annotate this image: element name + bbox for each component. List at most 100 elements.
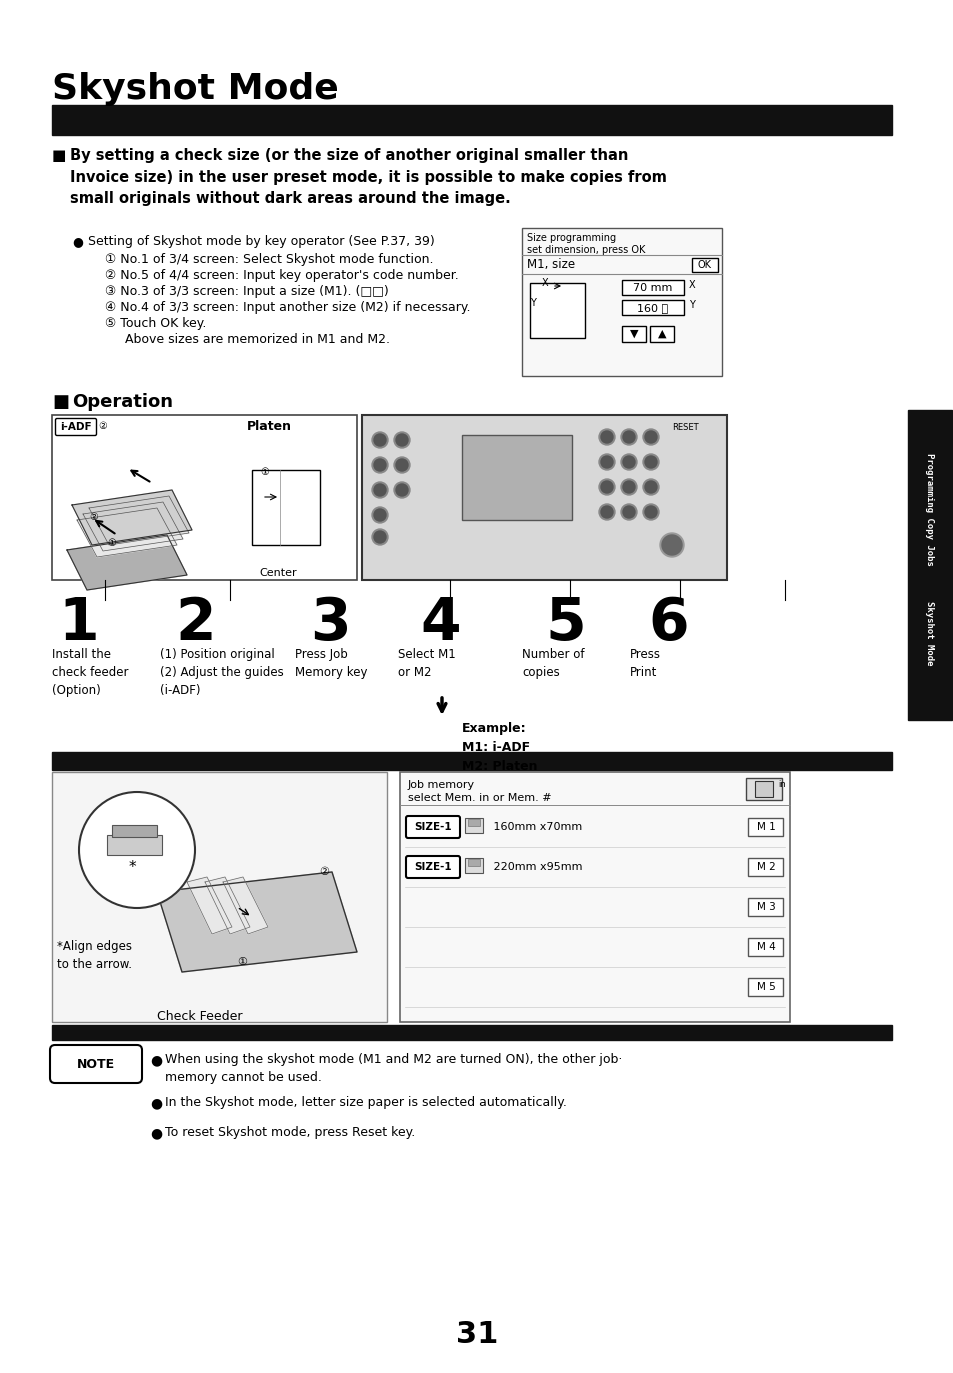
Text: M1, size: M1, size [526,258,575,270]
Text: Above sizes are memorized in M1 and M2.: Above sizes are memorized in M1 and M2. [105,334,390,346]
Bar [745,778,781,800]
Bar [747,938,782,956]
Circle shape [372,482,388,498]
Bar [754,781,772,796]
Text: 70 mm: 70 mm [633,283,672,292]
FancyBboxPatch shape [406,816,459,838]
Bar [52,104,891,135]
Circle shape [642,504,659,520]
Text: M 2: M 2 [756,862,775,872]
Text: To reset Skyshot mode, press Reset key.: To reset Skyshot mode, press Reset key. [165,1126,415,1140]
Text: Install the
check feeder
(Option): Install the check feeder (Option) [52,648,129,697]
Text: OK: OK [698,259,711,270]
Bar [621,280,683,295]
Text: Programming Copy Jobs: Programming Copy Jobs [924,453,934,566]
Text: Number of
copies: Number of copies [521,648,584,680]
Bar [747,898,782,916]
Text: ④ No.4 of 3/3 screen: Input another size (M2) if necessary.: ④ No.4 of 3/3 screen: Input another size… [105,301,470,314]
Text: SIZE-1: SIZE-1 [414,822,452,832]
Circle shape [642,428,659,445]
Bar [52,772,387,1022]
Text: Platen: Platen [247,420,292,432]
Circle shape [622,481,635,493]
Bar [530,283,584,338]
Bar [107,835,162,855]
Circle shape [620,454,637,470]
Text: ②: ② [318,866,329,877]
Circle shape [644,456,657,468]
Text: Select M1
or M2: Select M1 or M2 [397,648,456,680]
Circle shape [598,504,615,520]
Text: ① No.1 of 3/4 screen: Select Skyshot mode function.: ① No.1 of 3/4 screen: Select Skyshot mod… [105,253,433,266]
Text: 160 ㎡: 160 ㎡ [637,303,668,313]
Bar [691,258,718,272]
Text: NOTE: NOTE [77,1057,115,1071]
Polygon shape [205,877,250,934]
Bar [399,772,789,1022]
Circle shape [395,459,408,471]
Text: SIZE-1: SIZE-1 [414,862,452,872]
Text: ●: ● [150,1053,162,1067]
Circle shape [395,485,408,496]
Circle shape [644,431,657,443]
Polygon shape [77,508,177,557]
Circle shape [372,507,388,523]
Text: 3: 3 [310,595,351,652]
Text: M 1: M 1 [756,822,775,832]
Circle shape [374,434,386,446]
Circle shape [598,454,615,470]
Circle shape [620,504,637,520]
Bar [361,415,726,579]
Text: (1) Position original
(2) Adjust the guides
(i-ADF): (1) Position original (2) Adjust the gui… [160,648,283,697]
Text: M 4: M 4 [756,942,775,951]
Bar [907,411,951,719]
Text: 220mm x95mm: 220mm x95mm [490,862,582,872]
Bar [52,1026,891,1039]
Circle shape [374,531,386,542]
Text: Press Job
Memory key: Press Job Memory key [294,648,367,680]
Bar [252,470,319,545]
Circle shape [620,428,637,445]
Bar [464,818,482,833]
Text: ①: ① [107,538,115,548]
Text: M 3: M 3 [756,902,775,912]
Text: When using the skyshot mode (M1 and M2 are turned ON), the other job·
memory can: When using the skyshot mode (M1 and M2 a… [165,1053,621,1085]
Text: ▲: ▲ [657,330,665,339]
Text: ②: ② [89,512,97,522]
Circle shape [600,507,613,518]
Polygon shape [83,503,183,551]
Bar [521,228,721,376]
Circle shape [644,481,657,493]
Text: In the Skyshot mode, letter size paper is selected automatically.: In the Skyshot mode, letter size paper i… [165,1096,566,1109]
Text: By setting a check size (or the size of another original smaller than
Invoice si: By setting a check size (or the size of … [70,148,666,206]
Text: Setting of Skyshot mode by key operator (See P.37, 39): Setting of Skyshot mode by key operator … [88,235,435,249]
Text: ②: ② [98,422,107,431]
Text: ■: ■ [52,148,67,163]
Circle shape [372,432,388,448]
Text: ●: ● [150,1126,162,1140]
Text: Skyshot Mode: Skyshot Mode [924,601,934,666]
Text: ② No.5 of 4/4 screen: Input key operator's code number.: ② No.5 of 4/4 screen: Input key operator… [105,269,458,281]
Circle shape [79,792,194,908]
Text: Press
Print: Press Print [629,648,660,680]
FancyBboxPatch shape [55,419,96,435]
Circle shape [374,485,386,496]
Text: Check Feeder: Check Feeder [157,1011,242,1023]
Circle shape [642,479,659,496]
Text: ⑤ Touch OK key.: ⑤ Touch OK key. [105,317,206,330]
Polygon shape [89,496,189,545]
Bar [112,825,157,838]
Text: M 5: M 5 [756,982,775,993]
Text: ■: ■ [52,393,69,411]
Bar [621,325,645,342]
Circle shape [661,535,681,555]
Text: 4: 4 [419,595,460,652]
Polygon shape [157,872,356,972]
FancyBboxPatch shape [50,1045,142,1083]
Circle shape [642,454,659,470]
Circle shape [659,533,683,557]
Circle shape [372,529,388,545]
Bar [461,435,572,520]
Circle shape [374,459,386,471]
Text: i-ADF: i-ADF [60,422,91,432]
